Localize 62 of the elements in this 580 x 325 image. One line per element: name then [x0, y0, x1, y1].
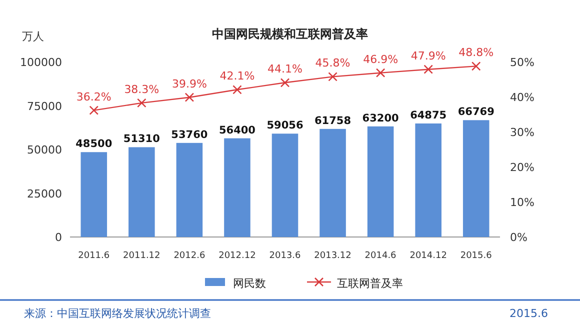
point — [424, 64, 433, 74]
point — [376, 68, 386, 78]
y2-tick-label: 40% — [510, 91, 534, 104]
y-tick-label: 50000 — [27, 144, 62, 156]
bar — [80, 152, 108, 237]
data-label: 56400 — [218, 124, 256, 136]
data-label: 61758 — [314, 114, 352, 127]
data-label: 39.9% — [172, 77, 207, 90]
y-tick-label: 100000 — [20, 56, 62, 69]
y2-tick-label: 20% — [510, 161, 534, 174]
data-label: 66769 — [458, 106, 494, 118]
point — [232, 85, 242, 94]
data-label: 59056 — [266, 120, 304, 132]
x-tick-label: 2014.12 — [410, 251, 447, 261]
data-label: 48500 — [76, 138, 112, 150]
bar — [462, 120, 490, 237]
data-label: 38.3% — [124, 82, 160, 96]
x-tick-label: 2012.12 — [218, 251, 256, 261]
point — [280, 78, 290, 88]
y-tick-label: 0 — [55, 231, 62, 244]
y2-tick-label: 50% — [510, 56, 534, 69]
data-label: 64875 — [410, 109, 447, 122]
data-label: 44.1% — [268, 62, 302, 76]
bar — [320, 128, 346, 237]
source-note: 来源：中国互联网络发展状况统计调查 — [24, 307, 211, 320]
point — [137, 98, 146, 108]
legend-label: 网民数 — [233, 277, 266, 290]
data-label: 47.9% — [410, 49, 446, 62]
x-tick-label: 2015.6 — [460, 251, 492, 261]
bar — [367, 126, 394, 237]
bar — [128, 147, 155, 237]
x-tick-label: 2013.12 — [314, 251, 352, 261]
y2-tick-label: 10% — [510, 196, 534, 209]
data-label: 53760 — [171, 128, 208, 141]
y2-tick-label: 0% — [510, 231, 528, 244]
chart-title: 中国网民规模和互联网普及率 — [212, 27, 368, 41]
data-label: 42.1% — [220, 70, 255, 83]
data-label: 45.8% — [315, 56, 350, 70]
data-label: 48.8% — [458, 46, 494, 60]
bar — [224, 138, 250, 237]
y2-tick-label: 30% — [510, 126, 534, 139]
x-tick-label: 2014.6 — [364, 251, 397, 261]
point — [471, 62, 481, 71]
legend-label: 互联网普及率 — [337, 277, 403, 290]
bar — [176, 142, 203, 237]
x-tick-label: 2013.6 — [269, 251, 302, 261]
y-tick-label: 75000 — [27, 100, 62, 113]
y-axis-title: 万人 — [22, 30, 44, 43]
y-tick-label: 25000 — [27, 187, 62, 200]
point — [89, 106, 99, 115]
point — [184, 92, 194, 102]
data-label: 36.2% — [76, 90, 112, 104]
text: 2015.6 — [510, 307, 548, 320]
x-tick-label: 2011.12 — [123, 251, 160, 261]
point — [328, 72, 338, 82]
data-label: 46.9% — [363, 52, 398, 66]
data-label: 63200 — [362, 112, 399, 124]
data-label: 51310 — [123, 133, 160, 146]
bar — [415, 123, 442, 237]
x-tick-label: 2012.6 — [174, 251, 206, 261]
x-tick-label: 2011.6 — [78, 251, 110, 261]
bar — [272, 134, 298, 237]
